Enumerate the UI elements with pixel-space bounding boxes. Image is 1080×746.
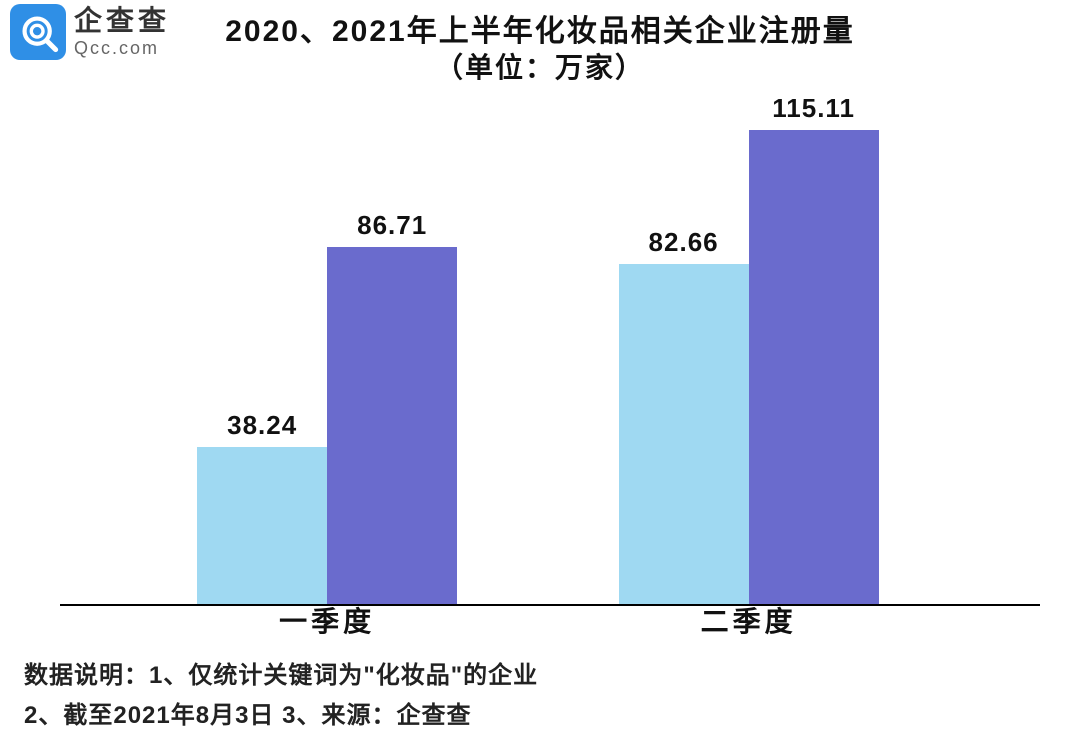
bar [197,447,327,604]
bar-value-label: 86.71 [357,210,427,241]
bar-wrap: 38.24 [197,410,327,604]
bar-wrap: 115.11 [749,93,879,604]
footnote-line-1: 数据说明：1、仅统计关键词为"化妆品"的企业 [24,655,538,690]
chart-title: 2020、2021年上半年化妆品相关企业注册量 [0,6,1080,50]
bar-group: 38.24 86.71 [197,210,457,604]
bar-value-label: 115.11 [772,93,855,124]
chart-subtitle: （单位：万家） [0,46,1080,86]
bar-wrap: 86.71 [327,210,457,604]
category-label: 二季度 [699,600,799,640]
chart-area: 38.2486.7182.66115.11 [60,110,1040,606]
bar-value-label: 38.24 [227,410,297,441]
x-axis [60,604,1040,606]
category-label: 一季度 [277,600,377,640]
bar-group: 82.66 115.11 [619,93,879,604]
bar [327,247,457,604]
bar-value-label: 82.66 [649,227,719,258]
bar-wrap: 82.66 [619,227,749,604]
footnote-line-2: 2、截至2021年8月3日 3、来源：企查查 [24,695,471,730]
bar [749,130,879,604]
bar [619,264,749,604]
